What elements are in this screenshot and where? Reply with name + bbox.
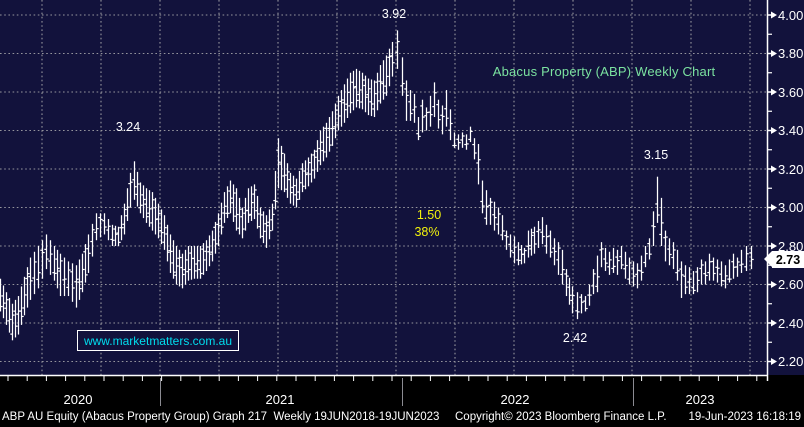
y-axis-tick-arrow [771,50,777,57]
annotation-label: 1.50 [416,208,442,222]
y-axis-tick-label: 2.40 [778,315,804,331]
chart-title: Abacus Property (ABP) Weekly Chart [492,64,716,79]
y-axis-tick-label: 3.20 [778,161,804,177]
y-axis-tick-arrow [771,204,777,211]
x-axis-year-label: 2020 [63,392,93,407]
y-axis-tick-arrow [771,165,777,173]
x-axis-year-label: 2023 [685,392,715,407]
annotation-label: 2.42 [562,331,588,345]
y-axis-tick-label: 2.60 [778,277,804,292]
y-axis-tick-label: 3.00 [778,200,804,215]
x-axis-year-label: 2022 [500,392,530,407]
y-axis-tick-arrow [771,11,777,19]
footer-copyright: Copyright© 2023 Bloomberg Finance L.P. [455,411,667,423]
y-axis-tick-label: 3.40 [778,123,804,138]
x-axis-year-label: 2021 [265,392,295,407]
watermark-box: www.marketmatters.com.au [77,330,239,351]
y-axis-tick-arrow [771,281,777,288]
y-axis-tick-arrow [771,127,777,134]
y-axis-tick-arrow [771,319,777,327]
y-axis-tick-label: 2.80 [778,238,804,254]
annotation-label: 3.92 [381,7,407,21]
y-axis-tick-arrow [771,358,777,365]
y-axis-tick-arrow [771,242,777,250]
y-axis-tick-label: 4.00 [778,7,804,23]
annotation-label: 3.15 [643,148,669,162]
annotation-label: 38% [414,225,440,239]
y-axis-tick-arrow [771,88,777,96]
y-axis-tick-label: 3.60 [778,84,804,100]
y-axis-tick-label: 2.20 [778,354,804,369]
footer-datetime: 19-Jun-2023 16:18:19 [688,411,801,423]
watermark-link[interactable]: www.marketmatters.com.au [83,333,233,348]
last-price-tag: 2.73 [764,251,804,268]
y-axis-tick-label: 3.80 [778,46,804,61]
annotation-label: 3.24 [115,120,141,134]
footer-security-info: ABP AU Equity (Abacus Property Group) Gr… [2,411,440,423]
